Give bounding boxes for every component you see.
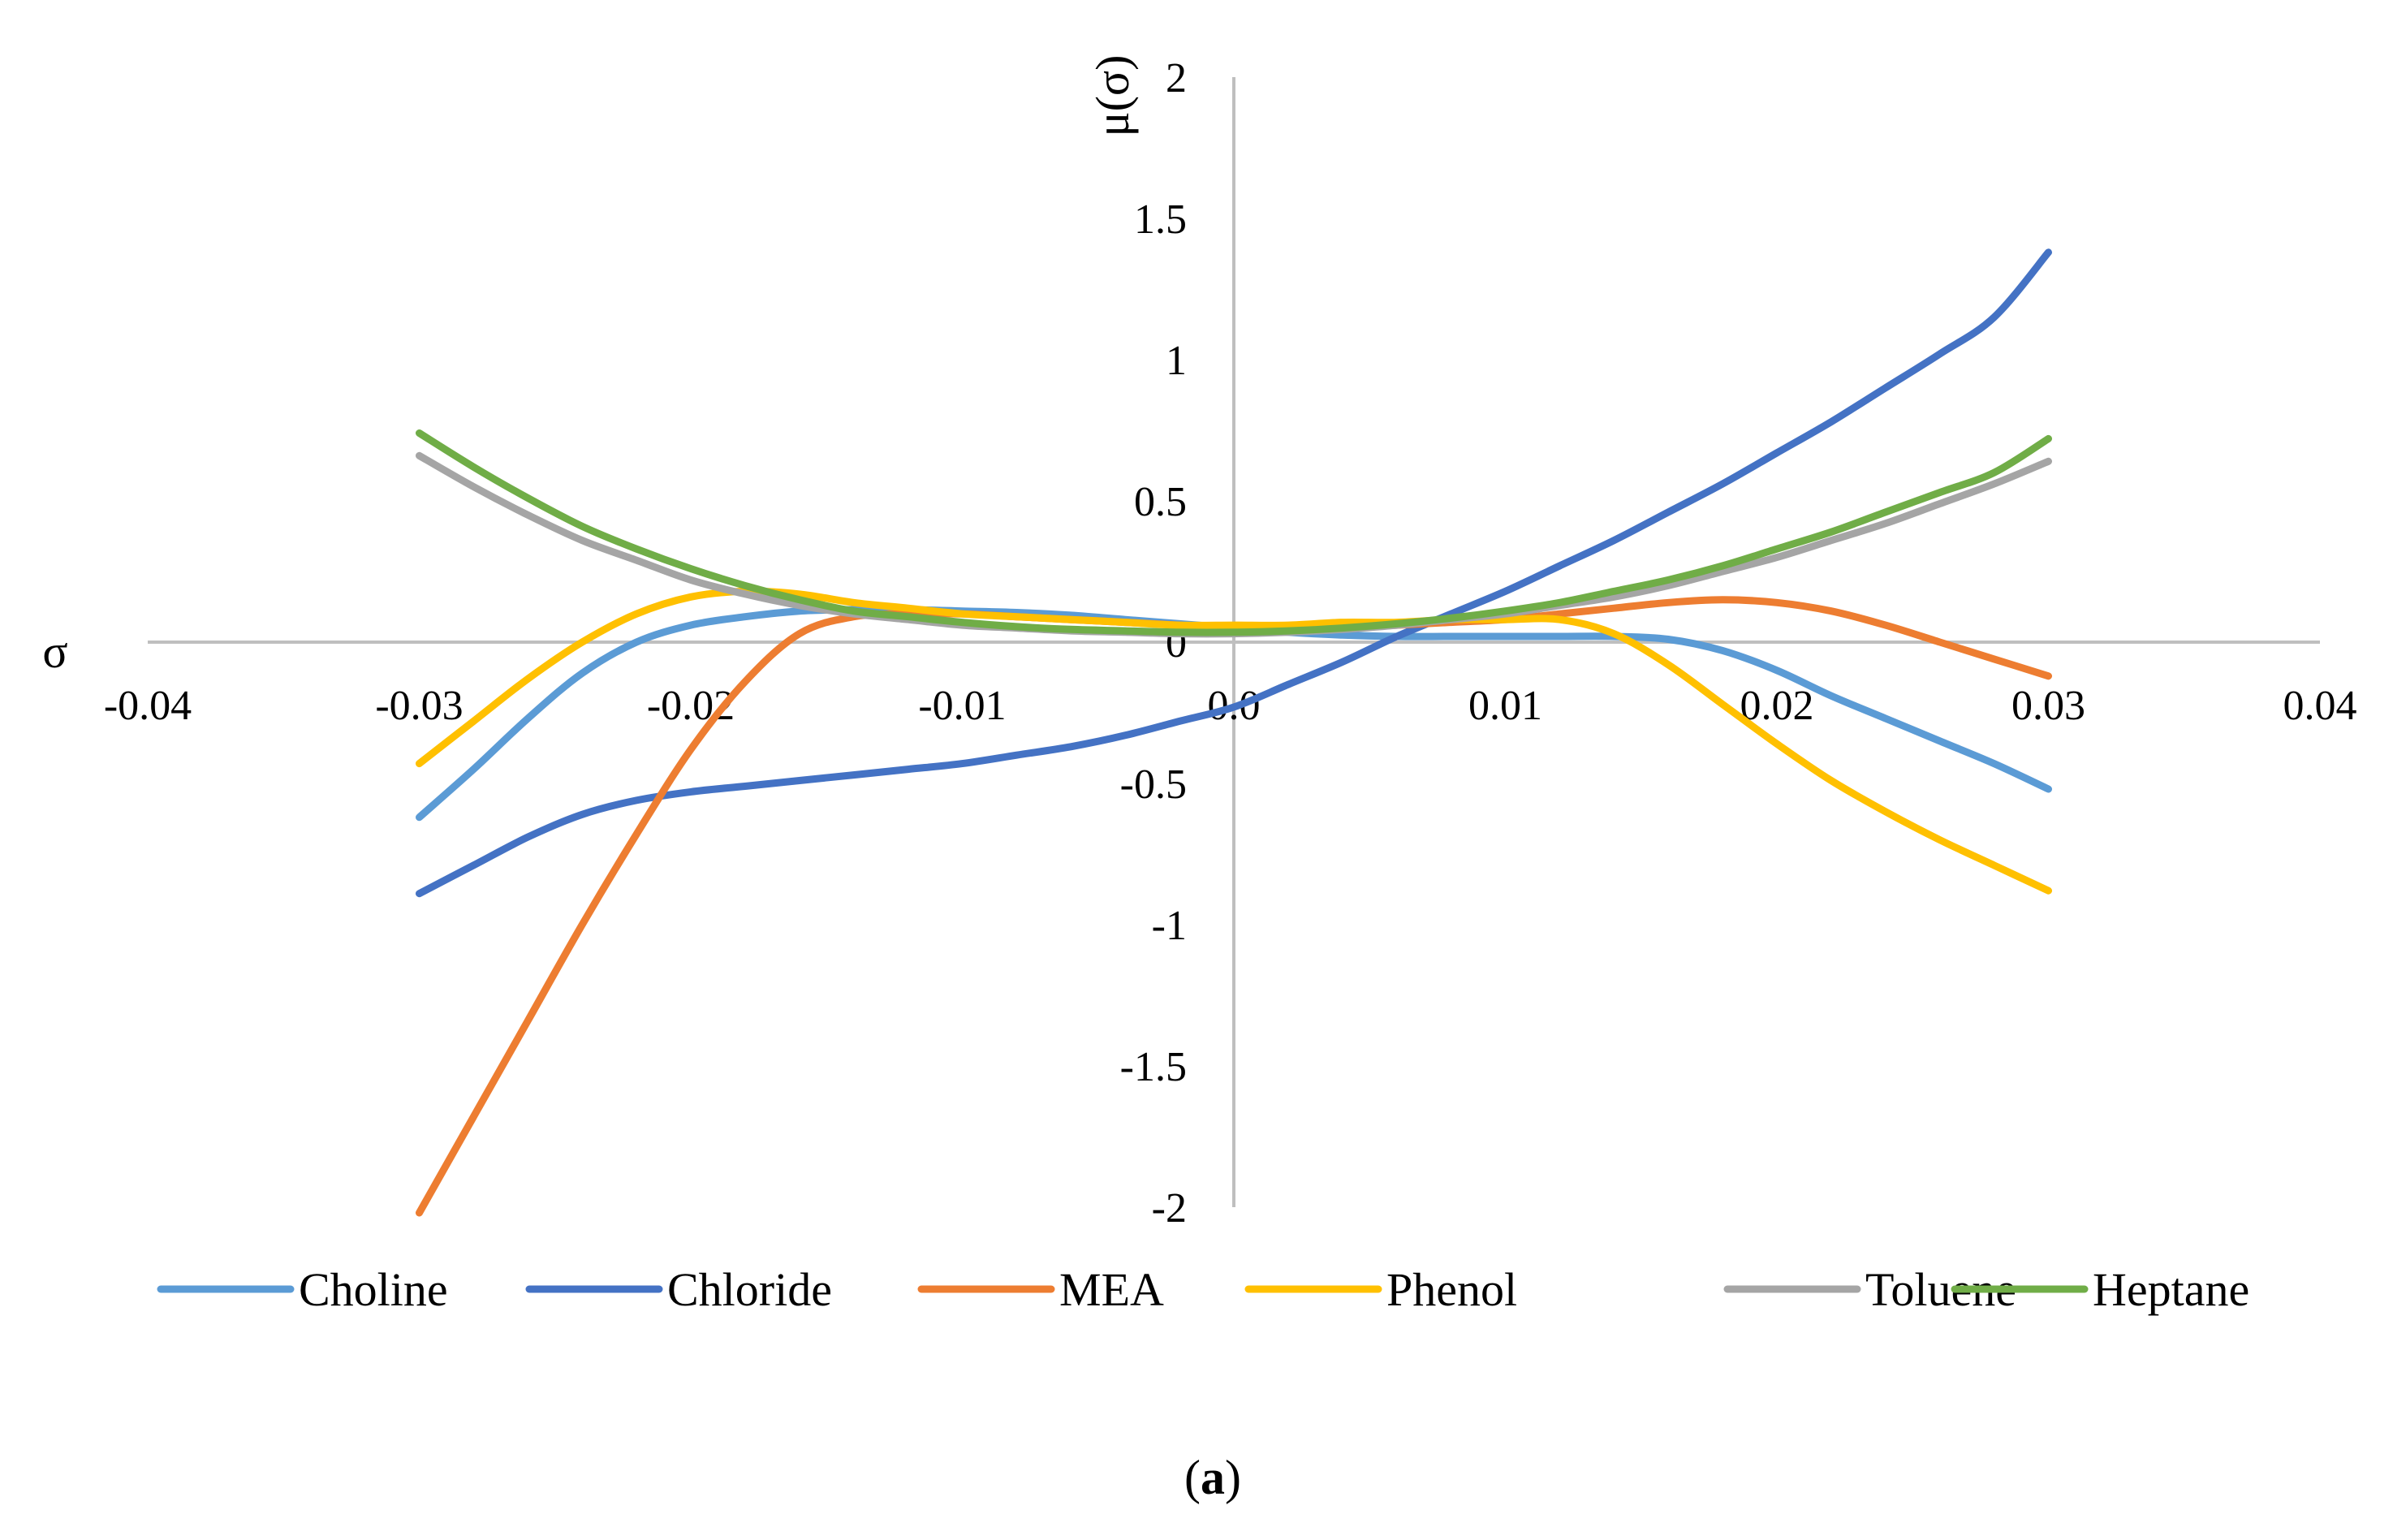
y-axis-title: μ(σ) [1086,55,1139,137]
figure-caption: (a) [1184,1451,1241,1504]
legend-label-chloride: Chloride [667,1263,832,1316]
y-tick-label: -2 [1152,1185,1187,1232]
series-lines [416,248,2052,1217]
x-axis-title: σ [42,625,67,678]
series-line-chloride [416,248,2052,898]
legend-label-mea: MEA [1059,1263,1164,1316]
legend-label-phenol: Phenol [1386,1263,1517,1316]
y-tick-label: 2 [1166,55,1187,101]
legend: Choline Chloride MEA Phenol Toluene Heptane [157,1263,2249,1316]
caption-open: ( [1184,1451,1201,1504]
x-tick-label: -0.04 [104,683,192,729]
caption-letter: a [1201,1451,1225,1504]
x-tick-label: 0.03 [2011,683,2085,729]
y-tick-label: -1.5 [1120,1044,1187,1090]
y-tick-label: -0.5 [1120,761,1187,808]
x-tick-label: -0.03 [375,683,463,729]
y-tick-label: 1 [1166,338,1187,384]
x-tick-label: 0.04 [2283,683,2357,729]
y-tick-label: 1.5 [1134,196,1187,243]
caption-close: ) [1225,1451,1241,1504]
tick-labels: -0.04 -0.03 -0.02 -0.01 0.0 0.01 0.02 0.03 0.042… [104,55,2357,1232]
x-tick-label: -0.01 [918,683,1006,729]
series-line-heptane [416,429,2052,636]
axes [148,77,2320,1207]
y-tick-label: 0.5 [1134,479,1187,525]
legend-label-heptane: Heptane [2093,1263,2249,1316]
series-line-phenol [416,587,2052,895]
legend-label-choline: Choline [299,1263,448,1316]
y-tick-label: -1 [1152,903,1187,949]
x-tick-label: 0.02 [1740,683,1814,729]
x-tick-label: 0.01 [1468,683,1542,729]
